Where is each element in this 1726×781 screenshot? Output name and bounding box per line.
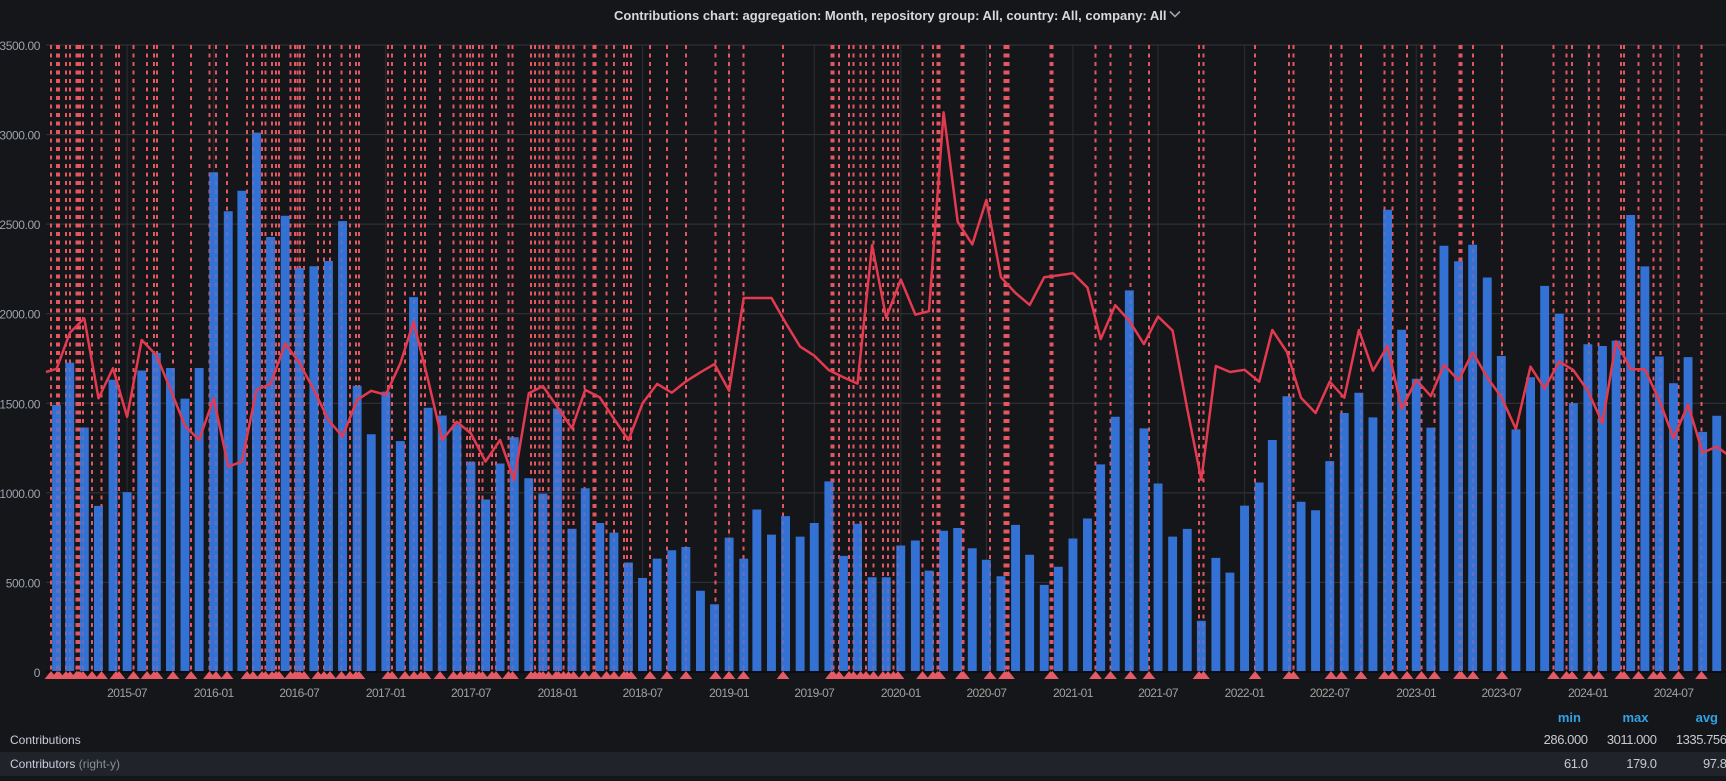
svg-text:1335.756: 1335.756 [1676,732,1726,747]
svg-text:2016-07: 2016-07 [279,686,320,700]
svg-text:2024-07: 2024-07 [1654,686,1695,700]
svg-text:2017-07: 2017-07 [451,686,492,700]
svg-text:Contributions: Contributions [10,733,81,747]
svg-text:2018-07: 2018-07 [623,686,664,700]
svg-text:2019-01: 2019-01 [709,686,750,700]
svg-text:2023-01: 2023-01 [1396,686,1437,700]
svg-text:286.000: 286.000 [1544,732,1588,747]
svg-text:2000.00: 2000.00 [0,308,41,322]
svg-text:179.0: 179.0 [1626,756,1657,771]
svg-text:2022-07: 2022-07 [1310,686,1351,700]
svg-text:0: 0 [34,666,41,680]
svg-text:2500.00: 2500.00 [0,218,41,232]
svg-text:2018-01: 2018-01 [538,686,579,700]
svg-text:1000.00: 1000.00 [0,487,41,501]
svg-text:97.8: 97.8 [1703,756,1726,771]
svg-text:2015-07: 2015-07 [107,686,148,700]
svg-text:Contributions chart: aggregati: Contributions chart: aggregation: Month,… [614,8,1167,23]
svg-text:2020-01: 2020-01 [881,686,922,700]
svg-text:3500.00: 3500.00 [0,39,41,53]
svg-text:2017-01: 2017-01 [366,686,407,700]
svg-text:1500.00: 1500.00 [0,397,41,411]
svg-text:min: min [1558,710,1581,725]
svg-text:Contributors (right-y): Contributors (right-y) [10,757,120,771]
svg-text:2021-07: 2021-07 [1138,686,1179,700]
svg-text:max: max [1622,710,1649,725]
svg-text:2019-07: 2019-07 [794,686,835,700]
svg-text:2023-07: 2023-07 [1481,686,1522,700]
svg-text:500.00: 500.00 [6,576,41,590]
svg-text:3011.000: 3011.000 [1607,732,1657,747]
svg-text:2016-01: 2016-01 [194,686,235,700]
svg-text:2021-01: 2021-01 [1053,686,1094,700]
svg-text:61.0: 61.0 [1564,756,1588,771]
svg-text:2024-01: 2024-01 [1568,686,1609,700]
svg-text:2020-07: 2020-07 [966,686,1007,700]
svg-text:2022-01: 2022-01 [1225,686,1266,700]
svg-text:3000.00: 3000.00 [0,129,41,143]
svg-text:avg: avg [1696,710,1718,725]
